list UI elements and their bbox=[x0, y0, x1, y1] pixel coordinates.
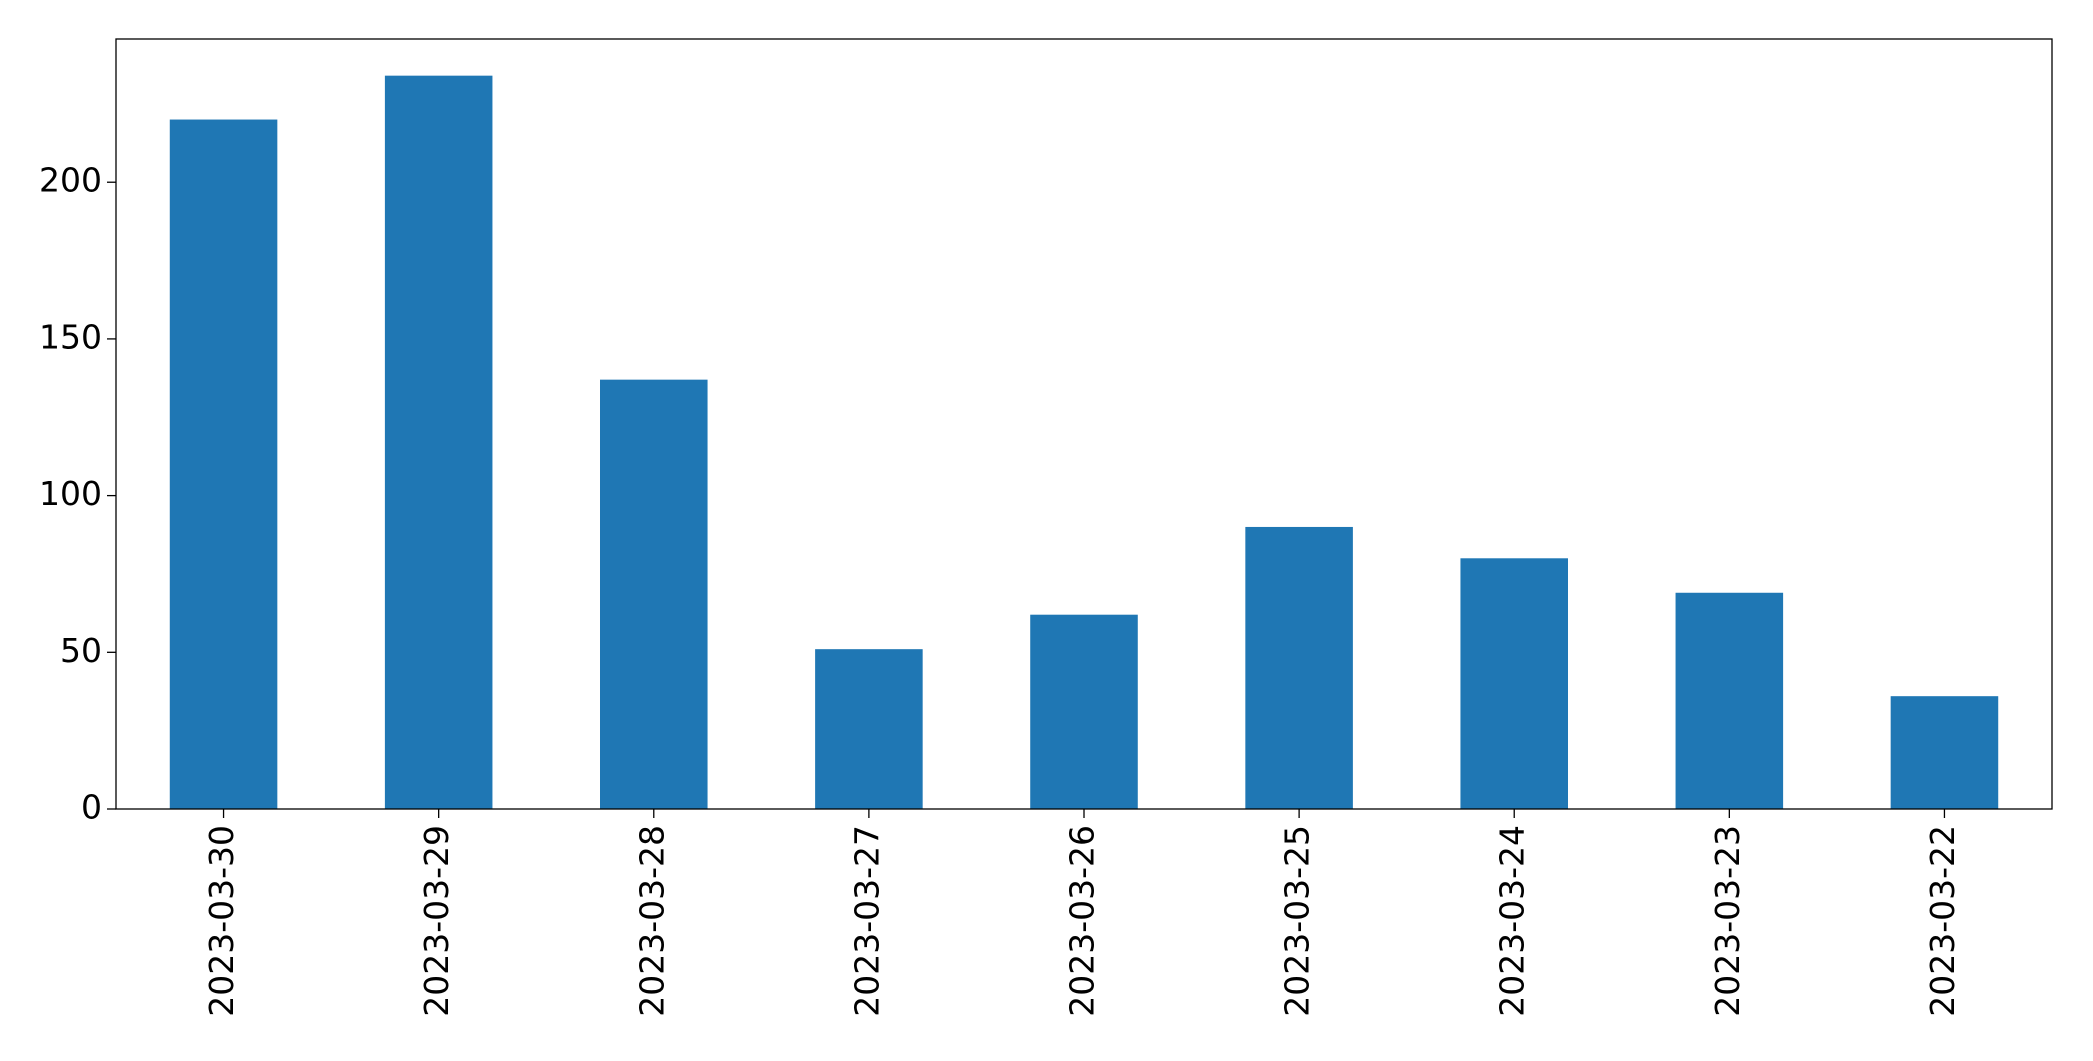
x-tick-label: 2023-03-27 bbox=[847, 825, 886, 1017]
bar bbox=[1460, 558, 1568, 809]
y-tick-label: 50 bbox=[60, 631, 102, 670]
y-tick-label: 100 bbox=[39, 474, 102, 513]
bar bbox=[1890, 696, 1999, 809]
bar bbox=[600, 379, 708, 809]
bar bbox=[1675, 592, 1784, 809]
bar bbox=[384, 75, 493, 809]
plot-frame bbox=[115, 38, 2053, 810]
y-tick-label: 200 bbox=[39, 161, 102, 200]
x-tick-label: 2023-03-26 bbox=[1063, 825, 1102, 1017]
bar bbox=[1030, 614, 1138, 809]
bar bbox=[1245, 526, 1353, 809]
x-tick-label: 2023-03-23 bbox=[1708, 825, 1747, 1017]
x-tick-label: 2023-03-22 bbox=[1923, 825, 1962, 1017]
x-tick-label: 2023-03-29 bbox=[417, 825, 456, 1017]
x-tick-label: 2023-03-28 bbox=[632, 825, 671, 1017]
x-tick-label: 2023-03-30 bbox=[202, 825, 241, 1017]
y-tick-label: 150 bbox=[39, 317, 102, 356]
bar bbox=[169, 119, 278, 809]
x-tick-label: 2023-03-25 bbox=[1278, 825, 1317, 1017]
bar bbox=[815, 649, 923, 809]
y-tick-label: 0 bbox=[81, 788, 102, 827]
x-tick-label: 2023-03-24 bbox=[1493, 825, 1532, 1017]
